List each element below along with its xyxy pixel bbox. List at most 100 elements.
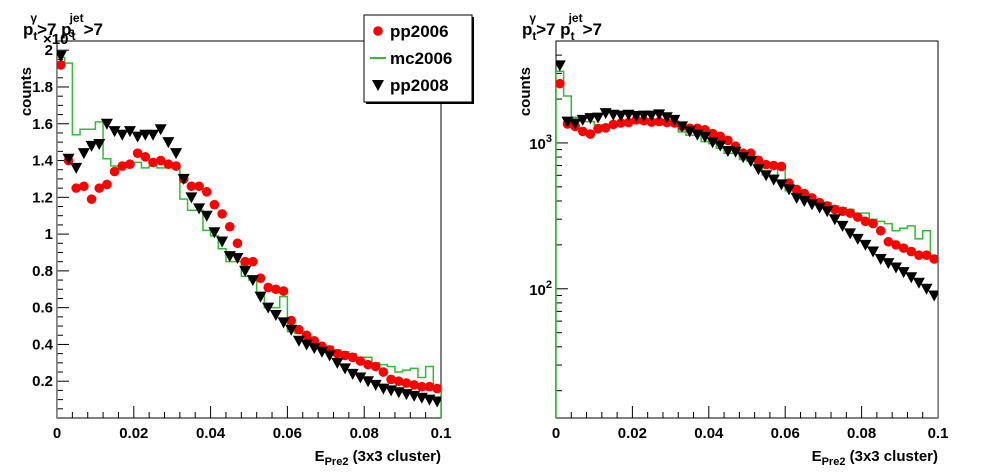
- point-pp2008: [805, 199, 818, 211]
- point-pp2006: [117, 161, 128, 171]
- x-tick-label: 0.1: [431, 425, 452, 442]
- point-pp2008: [556, 60, 566, 72]
- point-pp2006: [761, 159, 771, 170]
- point-pp2006: [707, 128, 718, 139]
- point-pp2006: [271, 284, 281, 295]
- point-pp2006: [860, 216, 871, 227]
- point-pp2008: [614, 110, 627, 122]
- y-tick-label: 0.8: [32, 263, 53, 280]
- point-pp2008: [77, 148, 90, 160]
- point-pp2006: [355, 356, 366, 366]
- x-tick-label: 0.06: [771, 425, 800, 442]
- point-pp2008: [668, 114, 681, 126]
- point-pp2006: [209, 199, 220, 210]
- point-pp2008: [185, 192, 198, 204]
- point-pp2008: [676, 121, 689, 133]
- point-pp2006: [417, 381, 427, 392]
- point-pp2008: [57, 50, 67, 62]
- point-pp2008: [882, 258, 895, 270]
- point-pp2006: [852, 212, 863, 222]
- series-mc2006-histogram: [57, 56, 441, 418]
- y-tick-label: 1.4: [32, 153, 54, 170]
- point-pp2008: [246, 275, 259, 287]
- point-pp2006: [577, 126, 588, 137]
- point-pp2008: [116, 129, 129, 141]
- point-pp2006: [240, 256, 250, 267]
- point-pp2008: [354, 372, 367, 384]
- point-pp2006: [125, 159, 135, 170]
- point-pp2006: [616, 118, 626, 128]
- point-pp2006: [263, 282, 274, 293]
- point-pp2008: [783, 184, 796, 196]
- y-tick-label: 1.8: [32, 79, 53, 96]
- point-pp2008: [285, 324, 298, 336]
- y-tick-label: 2: [45, 42, 53, 59]
- point-pp2006: [140, 152, 151, 162]
- point-pp2008: [262, 302, 275, 314]
- point-pp2008: [592, 112, 605, 124]
- x-tick-label: 0.1: [928, 425, 949, 442]
- point-pp2006: [409, 380, 419, 390]
- x-tick-label: 0.04: [694, 425, 724, 442]
- series-layer: [556, 60, 938, 418]
- point-pp2006: [225, 221, 235, 232]
- point-pp2006: [723, 135, 733, 146]
- point-pp2006: [347, 352, 358, 363]
- point-pp2006: [875, 225, 886, 236]
- point-pp2006: [71, 183, 81, 193]
- point-pp2008: [874, 254, 887, 266]
- point-pp2008: [323, 350, 336, 362]
- point-pp2008: [867, 246, 880, 258]
- point-pp2008: [154, 124, 167, 136]
- point-pp2008: [737, 152, 750, 164]
- point-pp2008: [767, 174, 780, 186]
- legend-label-mc2006: mc2006: [390, 49, 452, 68]
- point-pp2008: [928, 290, 938, 302]
- x-tick-label: 0: [53, 425, 61, 442]
- point-pp2008: [630, 111, 643, 123]
- point-pp2008: [897, 267, 910, 279]
- point-pp2006: [753, 155, 764, 166]
- point-pp2008: [369, 379, 382, 391]
- y-tick-label: 0.4: [32, 336, 54, 353]
- point-pp2006: [248, 256, 258, 267]
- point-pp2006: [768, 160, 779, 171]
- point-pp2006: [432, 383, 441, 394]
- point-pp2008: [653, 109, 666, 121]
- point-pp2008: [775, 179, 788, 191]
- point-pp2008: [698, 131, 711, 143]
- point-pp2006: [883, 236, 894, 247]
- point-pp2006: [401, 378, 412, 388]
- point-pp2006: [186, 181, 197, 192]
- y-tick-label: 0.2: [32, 373, 53, 390]
- point-pp2008: [744, 156, 757, 168]
- y-tick-label: 0.6: [32, 300, 53, 317]
- point-pp2006: [837, 206, 848, 217]
- point-pp2006: [171, 161, 181, 171]
- x-tick-label: 0.04: [196, 425, 226, 442]
- point-pp2008: [576, 114, 589, 126]
- point-pp2006: [715, 131, 726, 142]
- point-pp2008: [584, 113, 597, 125]
- y-axis-label: counts: [517, 67, 534, 116]
- point-pp2008: [331, 357, 344, 369]
- point-pp2006: [386, 374, 396, 385]
- point-pp2006: [424, 381, 435, 392]
- x-tick-label: 0: [552, 425, 560, 442]
- point-pp2008: [431, 396, 441, 408]
- point-pp2008: [315, 346, 328, 358]
- point-pp2008: [714, 140, 727, 152]
- y-axis-label: counts: [18, 67, 35, 116]
- point-pp2008: [346, 368, 359, 380]
- point-pp2006: [608, 119, 619, 130]
- point-pp2008: [912, 277, 925, 289]
- point-pp2008: [813, 202, 826, 214]
- point-pp2006: [378, 367, 389, 377]
- point-pp2006: [370, 361, 381, 372]
- point-pp2006: [86, 194, 97, 204]
- point-pp2008: [821, 206, 834, 218]
- point-pp2008: [139, 129, 152, 141]
- point-pp2008: [905, 272, 918, 284]
- point-pp2008: [292, 335, 305, 347]
